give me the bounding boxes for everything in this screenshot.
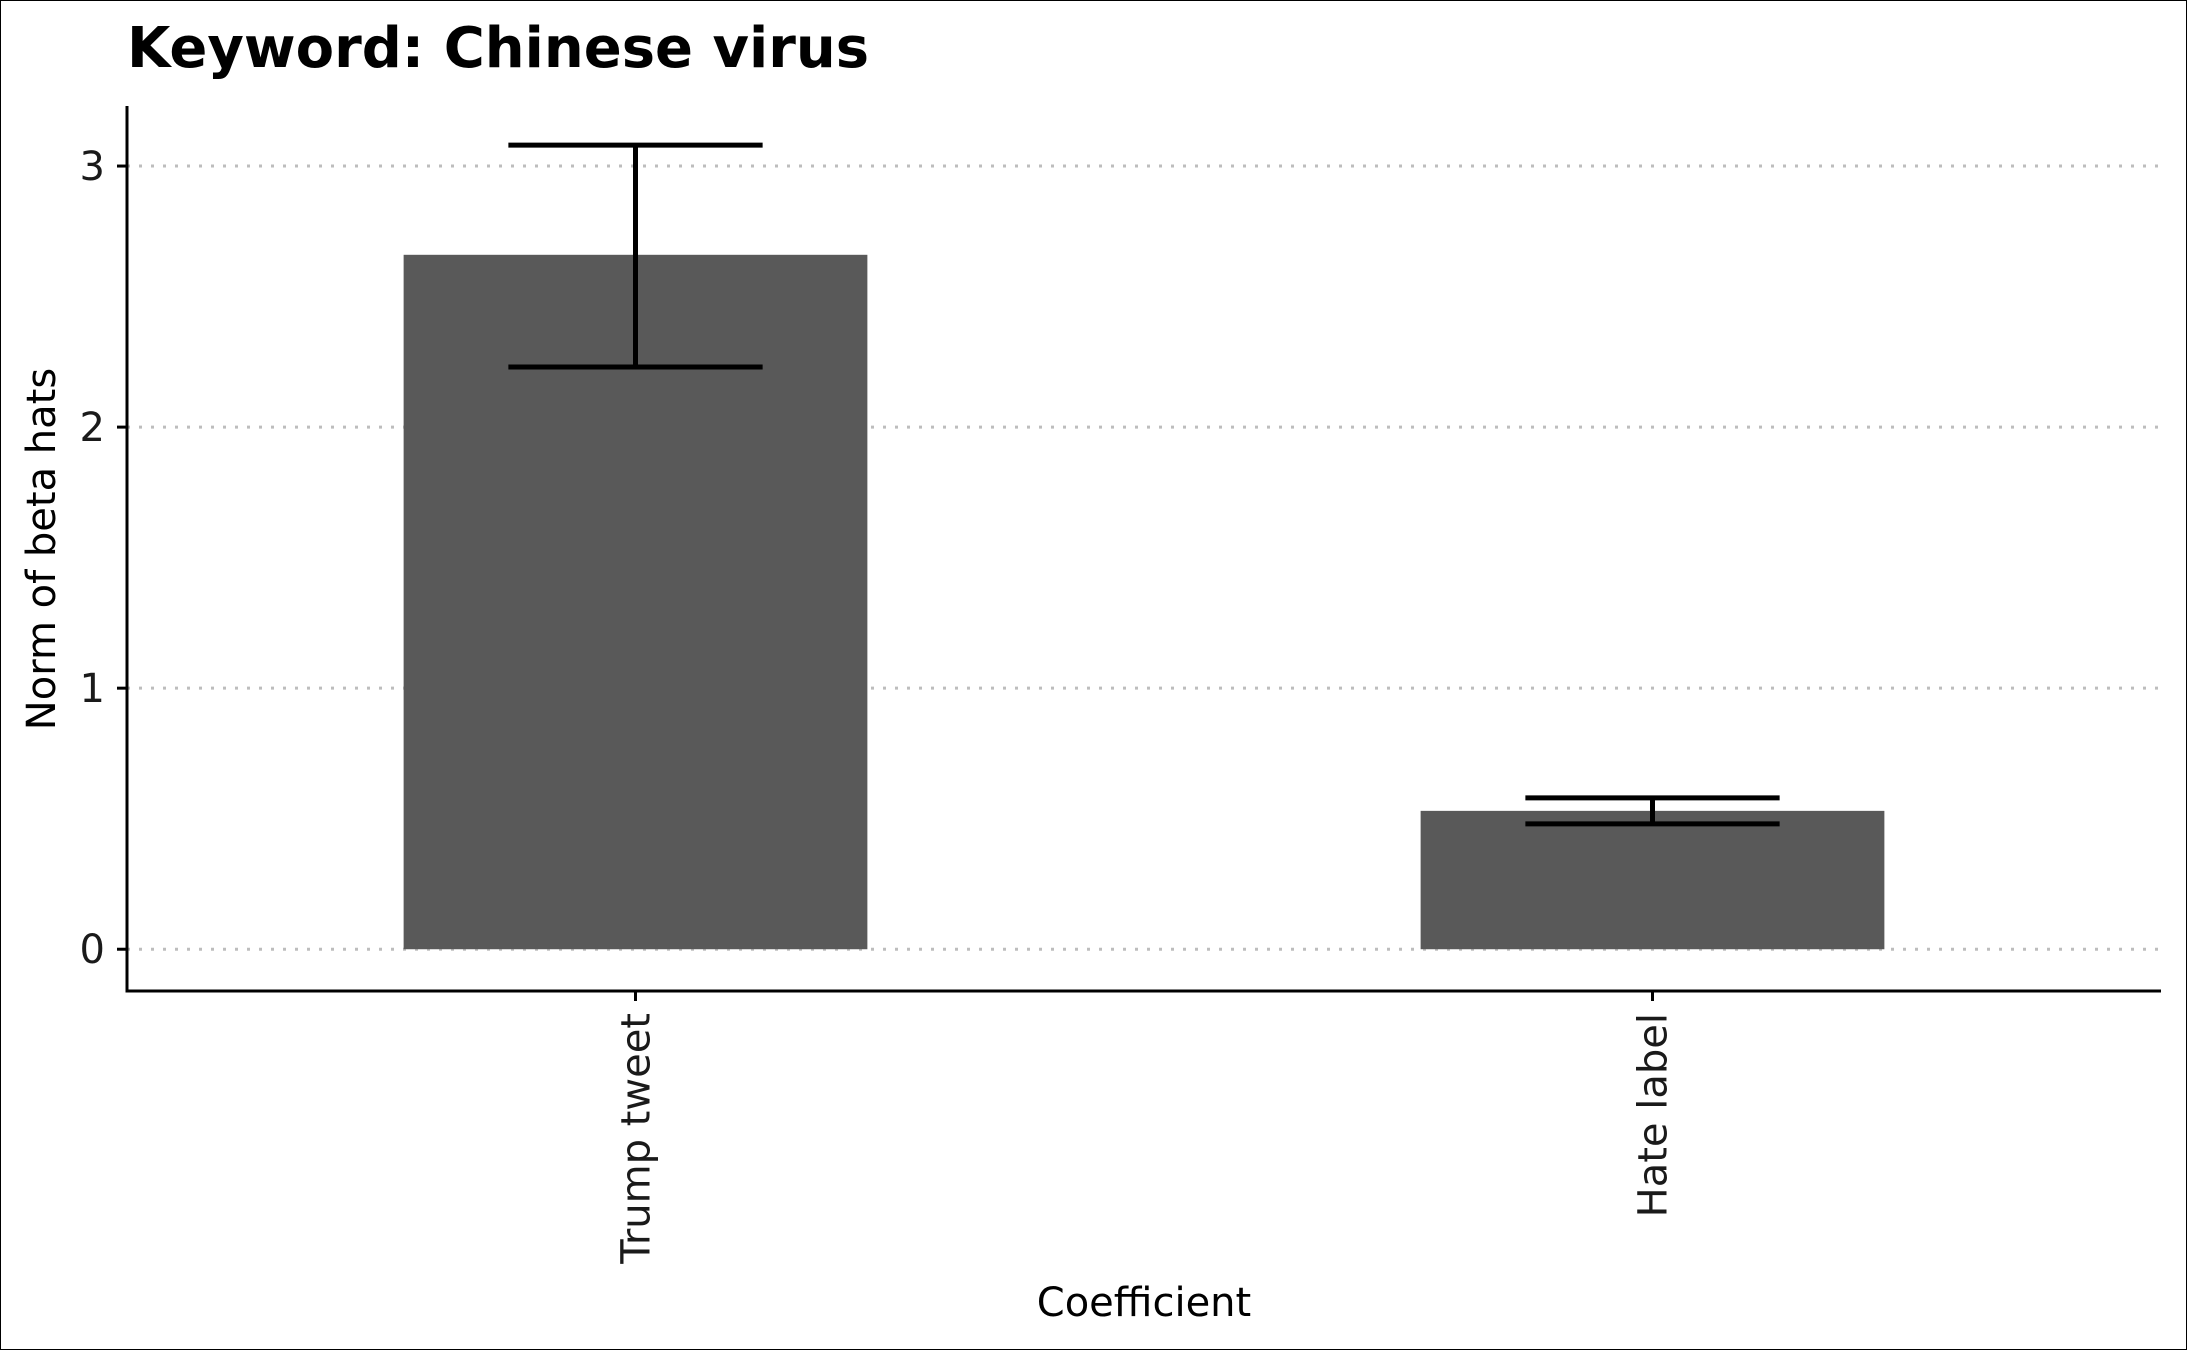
x-axis-title: Coefficient	[1037, 1280, 1251, 1326]
y-tick-label: 1	[80, 666, 105, 712]
y-tick-label: 0	[80, 927, 105, 973]
bar	[403, 254, 868, 950]
chart-title: Keyword: Chinese virus	[127, 16, 869, 81]
x-tick-label: Hate label	[1631, 1013, 1677, 1217]
y-tick-label: 2	[80, 405, 105, 451]
x-ticks: Trump tweet Hate label	[614, 991, 1677, 1265]
y-tick-label: 3	[80, 144, 105, 190]
bar	[1420, 810, 1885, 950]
x-tick-label: Trump tweet	[614, 1013, 660, 1265]
y-axis-title: Norm of beta hats	[19, 368, 65, 730]
y-ticks: 0 1 2 3	[80, 144, 127, 973]
error-bars	[508, 142, 1780, 827]
axes	[125, 106, 2161, 993]
bars	[403, 254, 1885, 950]
